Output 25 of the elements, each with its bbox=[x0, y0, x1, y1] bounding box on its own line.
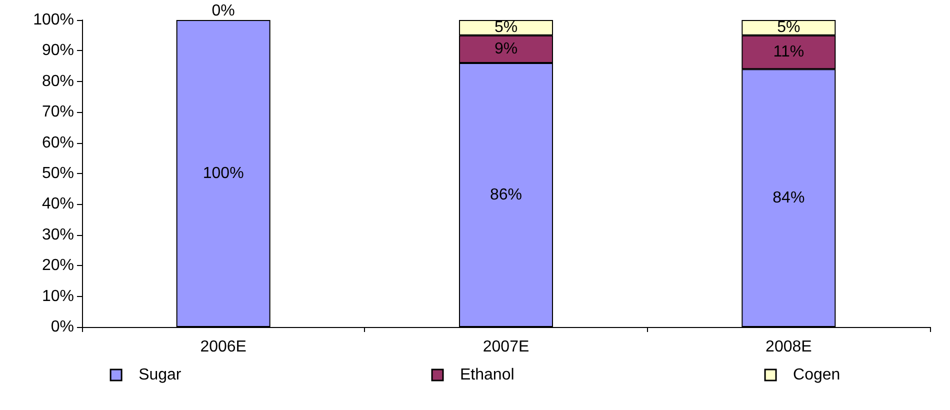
data-label: 86% bbox=[490, 186, 522, 204]
data-label: 84% bbox=[772, 190, 805, 207]
y-tick-label: 50% bbox=[42, 165, 74, 182]
data-label: 5% bbox=[494, 19, 518, 36]
x-tick-label: 2006E bbox=[200, 338, 246, 356]
data-label: 11% bbox=[773, 44, 804, 61]
y-tick-label: 90% bbox=[42, 42, 74, 60]
y-tick-label: 70% bbox=[42, 104, 74, 121]
y-tick-label: 60% bbox=[42, 134, 74, 152]
legend-label: Cogen bbox=[793, 366, 840, 384]
y-tick-label: 100% bbox=[33, 12, 74, 28]
data-label: 100% bbox=[202, 165, 244, 182]
y-tick-label: 20% bbox=[42, 257, 74, 274]
data-label: 5% bbox=[777, 19, 800, 36]
y-tick-label: 10% bbox=[42, 288, 74, 305]
y-tick-label: 40% bbox=[42, 196, 74, 213]
legend-label: Sugar bbox=[138, 366, 182, 384]
x-tick-label: 2007E bbox=[482, 338, 530, 356]
x-tick-label: 2008E bbox=[766, 338, 812, 356]
y-tick-label: 30% bbox=[42, 226, 74, 244]
data-label: 0% bbox=[212, 2, 235, 20]
legend-label: Ethanol bbox=[460, 366, 514, 384]
y-tick-label: 0% bbox=[50, 318, 74, 336]
y-tick-label: 80% bbox=[42, 72, 74, 90]
data-label: 9% bbox=[494, 40, 518, 58]
